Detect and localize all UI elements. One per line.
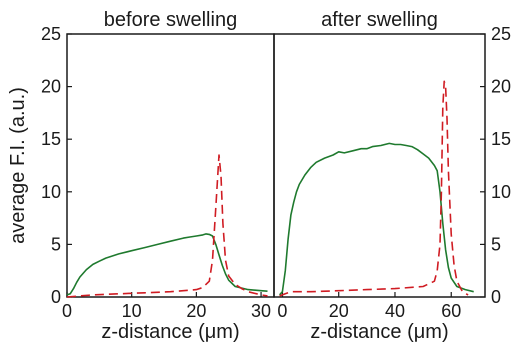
y-tick-label: 10: [41, 182, 61, 202]
solid-series-line: [66, 233, 268, 296]
panel-after-swelling: after swelling z-distance (μm) 0 5 10 15 20 2…: [273, 9, 511, 343]
panel-title: after swelling: [321, 9, 438, 31]
plot-frame: [273, 33, 486, 298]
y-tick-label: 5: [491, 234, 501, 254]
solid-series-line: [278, 142, 474, 296]
y-axis-label: average F.I. (a.u.): [7, 87, 29, 244]
y-tick-label: 20: [41, 77, 61, 97]
y-tick-label: 15: [491, 129, 511, 149]
dashed-series-line: [279, 80, 469, 297]
x-tick-label: 30: [251, 301, 271, 321]
y-tick-label: 25: [491, 24, 511, 44]
panel-title: before swelling: [104, 9, 237, 31]
x-axis-label: z-distance (μm): [101, 321, 239, 343]
y-tick-label: 0: [51, 287, 61, 307]
y-tick-label: 10: [491, 182, 511, 202]
x-tick-label: 10: [122, 301, 142, 321]
x-axis-label: z-distance (μm): [310, 321, 448, 343]
y-tick-label: 5: [51, 234, 61, 254]
y-tick-label: 0: [491, 287, 501, 307]
x-tick-label: 60: [441, 301, 461, 321]
x-tick-label: 20: [329, 301, 349, 321]
dashed-series-line: [66, 154, 268, 298]
y-tick-label: 20: [491, 77, 511, 97]
x-tick-label: 0: [277, 301, 287, 321]
x-tick-label: 0: [62, 301, 72, 321]
x-tick-label: 20: [186, 301, 206, 321]
x-tick-label: 40: [385, 301, 405, 321]
y-tick-label: 15: [41, 129, 61, 149]
panel-before-swelling: before swelling z-distance (μm) average …: [7, 9, 275, 343]
plot-frame: [66, 33, 275, 298]
y-tick-label: 25: [41, 24, 61, 44]
